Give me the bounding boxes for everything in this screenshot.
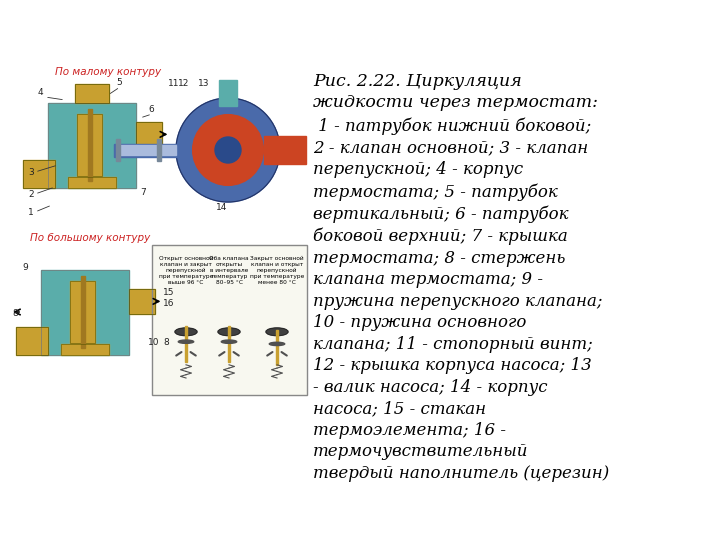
Text: 8: 8 — [12, 309, 18, 318]
Text: По большому контуру: По большому контуру — [30, 233, 150, 243]
FancyArrowPatch shape — [191, 352, 196, 355]
Text: Рис. 2.22. Циркуляция
жидкости через термостат:: Рис. 2.22. Циркуляция жидкости через тер… — [313, 73, 598, 111]
Text: Открыт основной
клапан и закрыт
перепускной
при температуре
выше 96 °С: Открыт основной клапан и закрыт перепуск… — [159, 256, 213, 285]
Text: Оба клапана
открыты
в интервале
температур
80–95 °С: Оба клапана открыты в интервале температ… — [210, 256, 249, 285]
Ellipse shape — [179, 340, 194, 343]
Text: 15: 15 — [163, 288, 174, 297]
Circle shape — [176, 98, 280, 202]
Text: 6: 6 — [148, 105, 154, 114]
Text: 12: 12 — [178, 79, 189, 88]
FancyArrowPatch shape — [219, 352, 225, 355]
Text: 11: 11 — [168, 79, 179, 88]
Bar — [68, 177, 116, 187]
Ellipse shape — [221, 340, 237, 343]
Bar — [41, 269, 129, 354]
Text: 7: 7 — [140, 188, 145, 197]
Text: 10: 10 — [148, 338, 160, 347]
Bar — [120, 145, 176, 154]
Ellipse shape — [175, 328, 197, 336]
Bar — [48, 103, 136, 187]
FancyArrowPatch shape — [176, 352, 181, 355]
Bar — [60, 345, 109, 354]
FancyArrowPatch shape — [267, 352, 272, 355]
Bar — [276, 329, 278, 365]
Bar — [76, 84, 109, 103]
FancyArrowPatch shape — [282, 352, 287, 355]
Bar — [129, 288, 156, 314]
Text: 8: 8 — [163, 338, 168, 347]
Bar — [157, 139, 161, 161]
Text: 16: 16 — [163, 299, 174, 308]
Bar — [219, 80, 237, 106]
Circle shape — [193, 114, 264, 185]
FancyArrowPatch shape — [233, 352, 239, 355]
Bar — [41, 269, 129, 354]
Text: 1 - патрубок нижний боковой;
2 - клапан основной; 3 - клапан
перепускной; 4 - ко: 1 - патрубок нижний боковой; 2 - клапан … — [313, 118, 609, 482]
Bar — [48, 103, 136, 187]
Bar — [76, 84, 109, 103]
Ellipse shape — [266, 328, 288, 336]
Bar — [129, 288, 156, 314]
Text: 9: 9 — [22, 263, 28, 272]
Bar — [228, 326, 230, 361]
Bar — [23, 160, 55, 187]
Circle shape — [215, 137, 241, 163]
Text: 13: 13 — [198, 79, 210, 88]
Bar — [116, 139, 120, 161]
Bar — [23, 160, 55, 187]
Bar — [77, 114, 102, 176]
Bar — [17, 327, 48, 354]
Bar — [77, 114, 102, 176]
Text: 14: 14 — [216, 203, 228, 212]
Bar — [185, 326, 187, 361]
Text: 3: 3 — [28, 168, 34, 177]
Bar — [81, 276, 85, 348]
Bar — [114, 144, 181, 157]
Bar — [136, 122, 163, 147]
Bar — [17, 327, 48, 354]
Bar — [60, 345, 109, 354]
Text: 5: 5 — [116, 78, 122, 87]
Bar — [152, 245, 307, 395]
Bar — [71, 281, 95, 342]
Bar — [89, 109, 92, 181]
Bar — [71, 281, 95, 342]
Bar — [136, 122, 163, 147]
Bar — [68, 177, 116, 187]
Bar — [152, 245, 307, 395]
Ellipse shape — [269, 342, 284, 346]
Text: 2: 2 — [28, 190, 34, 199]
Text: 1: 1 — [28, 208, 34, 217]
Text: По малому контуру: По малому контуру — [55, 67, 161, 77]
Text: 4: 4 — [38, 88, 44, 97]
Ellipse shape — [218, 328, 240, 336]
Text: Закрыт основной
клапан и открыт
перепускной
при температуре
менее 80 °С: Закрыт основной клапан и открыт перепуск… — [250, 256, 304, 285]
Bar — [264, 136, 306, 164]
